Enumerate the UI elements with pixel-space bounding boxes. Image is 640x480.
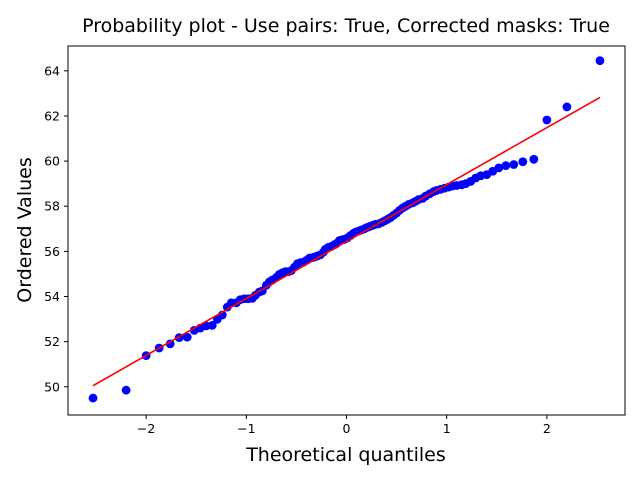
- data-point: [542, 115, 552, 125]
- y-tick-label: 64: [44, 63, 60, 78]
- data-point: [501, 161, 511, 171]
- y-tick-label: 52: [44, 334, 60, 349]
- axis-ticks: −2 −1 0 1 2 50 52 54 56 58 60 62 64: [44, 63, 551, 436]
- data-point: [518, 157, 528, 167]
- data-point: [595, 56, 605, 66]
- data-point: [562, 102, 572, 112]
- fit-line-group: [92, 96, 601, 387]
- data-point: [509, 160, 519, 169]
- data-point: [88, 393, 98, 403]
- data-point: [165, 339, 175, 349]
- y-tick-label: 54: [44, 289, 60, 304]
- y-tick-label: 62: [44, 108, 60, 123]
- fit-line: [92, 96, 601, 387]
- y-tick-label: 58: [44, 199, 60, 214]
- x-tick-label: −2: [137, 421, 155, 436]
- y-tick-label: 60: [44, 154, 60, 169]
- x-tick-label: −1: [237, 421, 255, 436]
- data-point: [494, 163, 504, 173]
- x-axis-label: Theoretical quantiles: [245, 444, 446, 466]
- y-tick-label: 50: [44, 379, 60, 394]
- data-point: [182, 332, 192, 342]
- data-point: [207, 321, 217, 330]
- y-axis-label: Ordered Values: [14, 157, 36, 302]
- x-tick-label: 0: [343, 421, 351, 436]
- data-points: [88, 56, 605, 403]
- data-point: [529, 154, 539, 164]
- plot-frame: [67, 45, 626, 416]
- x-tick-label: 1: [443, 421, 451, 436]
- data-point: [121, 385, 131, 395]
- chart-title: Probability plot - Use pairs: True, Corr…: [82, 15, 610, 37]
- x-tick-label: 2: [543, 421, 551, 436]
- y-tick-label: 56: [44, 244, 60, 259]
